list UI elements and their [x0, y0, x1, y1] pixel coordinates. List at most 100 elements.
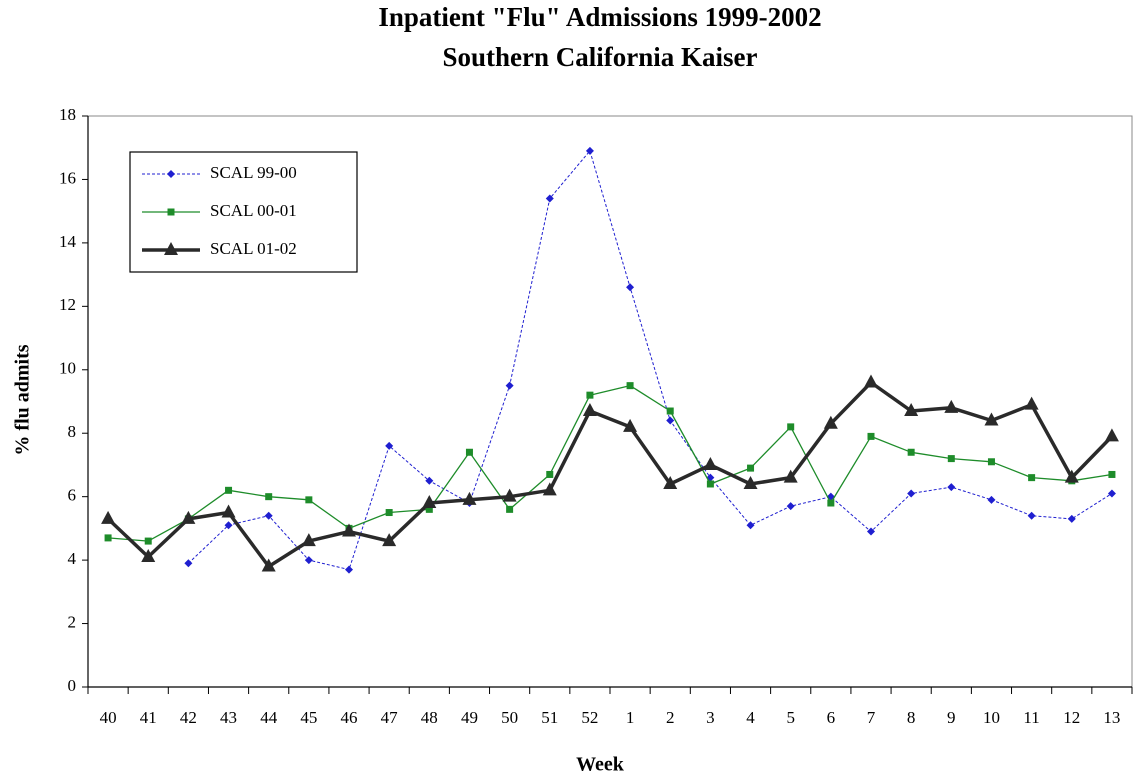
x-tick-label: 3 — [706, 708, 715, 727]
marker — [167, 208, 175, 216]
marker — [1028, 474, 1036, 482]
marker — [542, 482, 557, 496]
y-axis-title: % flu admits — [12, 344, 34, 455]
marker — [947, 483, 956, 492]
x-tick-label: 43 — [220, 708, 237, 727]
series-line — [188, 150, 1113, 571]
y-tick-label: 8 — [68, 422, 77, 441]
marker — [747, 464, 755, 472]
y-tick-label: 10 — [59, 359, 76, 378]
marker — [783, 469, 798, 483]
marker — [663, 475, 678, 489]
x-tick-label: 2 — [666, 708, 675, 727]
marker — [1107, 489, 1116, 498]
x-tick-label: 45 — [300, 708, 317, 727]
y-tick-label: 4 — [68, 549, 77, 568]
marker — [546, 470, 554, 478]
x-tick-label: 41 — [140, 708, 157, 727]
marker — [342, 523, 356, 537]
chart-title: Inpatient "Flu" Admissions 1999-2002 — [378, 2, 821, 32]
marker — [867, 527, 875, 536]
marker — [305, 496, 313, 504]
x-tick-label: 52 — [581, 708, 598, 727]
marker — [301, 533, 316, 547]
marker — [586, 391, 594, 399]
marker — [221, 504, 236, 518]
marker — [264, 511, 273, 520]
x-tick-label: 13 — [1103, 708, 1120, 727]
marker — [743, 475, 758, 489]
series-line — [106, 380, 1114, 569]
x-tick-label: 47 — [381, 708, 399, 727]
marker — [666, 407, 674, 415]
marker — [787, 423, 795, 431]
marker — [104, 534, 112, 542]
y-tick-label: 6 — [68, 486, 77, 505]
chart-subtitle: Southern California Kaiser — [443, 42, 758, 72]
marker — [164, 242, 178, 255]
y-tick-label: 14 — [59, 232, 77, 251]
x-tick-label: 9 — [947, 708, 956, 727]
marker — [385, 441, 394, 450]
marker — [422, 495, 437, 509]
marker — [304, 556, 313, 565]
y-tick-label: 0 — [68, 676, 77, 695]
marker — [626, 382, 634, 390]
marker — [545, 194, 554, 203]
x-tick-label: 48 — [421, 708, 438, 727]
marker — [827, 499, 835, 507]
y-tick-label: 2 — [68, 612, 77, 631]
marker — [382, 533, 397, 547]
x-tick-label: 1 — [626, 708, 635, 727]
marker — [181, 510, 196, 524]
x-tick-label: 6 — [827, 708, 836, 727]
marker — [626, 283, 635, 292]
marker — [987, 458, 995, 466]
x-tick-label: 8 — [907, 708, 916, 727]
legend-label: SCAL 00-01 — [210, 201, 297, 220]
marker — [823, 415, 838, 429]
x-tick-label: 50 — [501, 708, 518, 727]
marker — [141, 548, 156, 562]
marker — [224, 521, 233, 530]
x-tick-label: 10 — [983, 708, 1000, 727]
x-tick-label: 49 — [461, 708, 478, 727]
marker — [265, 493, 273, 501]
x-tick-label: 12 — [1063, 708, 1080, 727]
legend-label: SCAL 01-02 — [210, 239, 297, 258]
marker — [786, 502, 795, 511]
marker — [505, 381, 514, 390]
marker — [984, 412, 999, 426]
x-tick-label: 11 — [1023, 708, 1039, 727]
marker — [1104, 428, 1119, 442]
marker — [1108, 470, 1116, 478]
marker — [345, 565, 353, 574]
marker — [462, 491, 477, 505]
marker — [502, 488, 517, 502]
marker — [225, 486, 233, 494]
marker — [167, 170, 175, 178]
legend-label: SCAL 99-00 — [210, 163, 297, 182]
marker — [425, 476, 434, 485]
marker — [864, 374, 878, 388]
marker — [904, 403, 919, 417]
x-axis-title: Week — [576, 754, 625, 776]
marker — [907, 448, 915, 456]
marker — [1067, 514, 1076, 523]
y-tick-label: 18 — [59, 105, 76, 124]
x-tick-label: 4 — [746, 708, 755, 727]
x-tick-label: 44 — [260, 708, 278, 727]
marker — [703, 456, 718, 470]
x-tick-label: 42 — [180, 708, 197, 727]
x-tick-label: 5 — [786, 708, 795, 727]
y-tick-label: 16 — [59, 168, 76, 187]
marker — [385, 509, 393, 517]
x-tick-label: 7 — [867, 708, 876, 727]
series-line — [108, 384, 1113, 542]
marker — [867, 432, 875, 440]
marker — [582, 403, 597, 417]
x-tick-label: 40 — [100, 708, 117, 727]
marker — [261, 558, 276, 572]
y-tick-label: 12 — [59, 295, 76, 314]
